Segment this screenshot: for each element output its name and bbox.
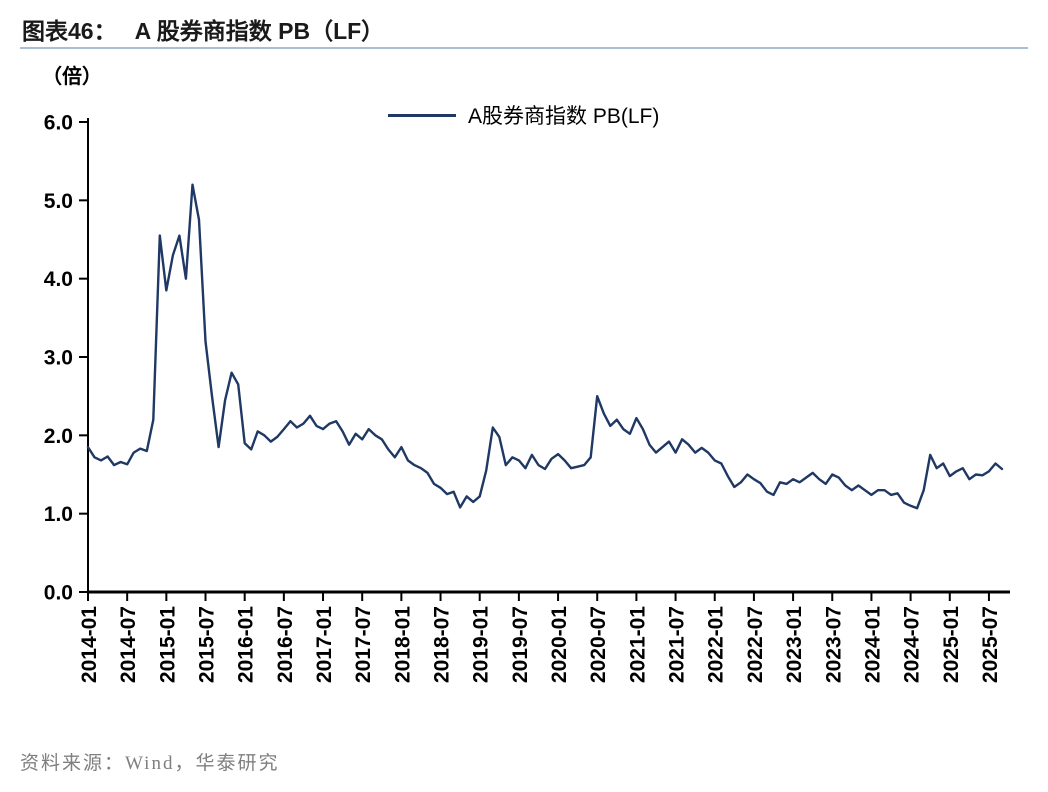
- x-axis-tick-label: 2015-07: [196, 606, 219, 683]
- chart-legend: A股券商指数 PB(LF): [388, 102, 659, 128]
- x-axis-tick-label: 2023-01: [783, 606, 806, 683]
- y-axis-tick-label: 4.0: [44, 268, 73, 291]
- y-axis-tick-label: 2.0: [44, 425, 73, 448]
- legend-series-label: A股券商指数 PB(LF): [468, 105, 660, 128]
- x-axis-tick-label: 2025-07: [979, 606, 1002, 683]
- title-divider-rule: [20, 47, 1028, 49]
- x-axis-tick-label: 2024-07: [901, 606, 924, 683]
- x-axis-tick-label: 2016-07: [274, 606, 297, 683]
- figure-number-label: 图表46：: [22, 18, 117, 44]
- legend-line-swatch: [388, 113, 456, 117]
- x-axis-tick-label: 2022-01: [705, 606, 728, 683]
- x-axis-tick-label: 2018-07: [431, 606, 454, 683]
- y-axis-tick-label: 3.0: [44, 347, 73, 370]
- x-axis-tick-label: 2023-07: [822, 606, 845, 683]
- figure-title: 图表46： A 股券商指数 PB（LF）: [22, 12, 384, 46]
- x-axis-tick-label: 2014-01: [78, 606, 101, 683]
- x-axis-tick-label: 2022-07: [744, 606, 767, 683]
- y-axis-unit-label: （倍）: [42, 66, 102, 88]
- x-axis-tick-label: 2025-01: [940, 606, 963, 683]
- source-note: 资料来源：Wind，华泰研究: [20, 753, 280, 774]
- x-axis-tick-label: 2021-07: [666, 606, 689, 683]
- y-axis-tick-label: 5.0: [44, 190, 73, 213]
- x-axis-tick-label: 2018-01: [391, 606, 414, 683]
- y-axis-tick-label: 1.0: [44, 503, 73, 526]
- x-axis-tick-label: 2024-01: [861, 606, 884, 683]
- x-axis-tick-label: 2021-01: [626, 606, 649, 683]
- x-axis-tick-label: 2014-07: [117, 606, 140, 683]
- x-axis-tick-label: 2019-07: [509, 606, 532, 683]
- x-axis-tick-label: 2017-07: [352, 606, 375, 683]
- pb-series-line: [86, 183, 1004, 510]
- y-axis-tick-label: 6.0: [44, 112, 73, 135]
- figure-title-text: A 股券商指数 PB（LF）: [134, 18, 385, 44]
- y-axis-tick-label: 0.0: [44, 582, 73, 605]
- x-axis-tick-label: 2017-01: [313, 606, 336, 683]
- x-axis-tick-label: 2020-07: [587, 606, 610, 683]
- x-axis-tick-label: 2019-01: [470, 606, 493, 683]
- x-axis-tick-label: 2016-01: [235, 606, 258, 683]
- x-axis-tick-label: 2020-01: [548, 606, 571, 683]
- x-axis-tick-label: 2015-01: [156, 606, 179, 683]
